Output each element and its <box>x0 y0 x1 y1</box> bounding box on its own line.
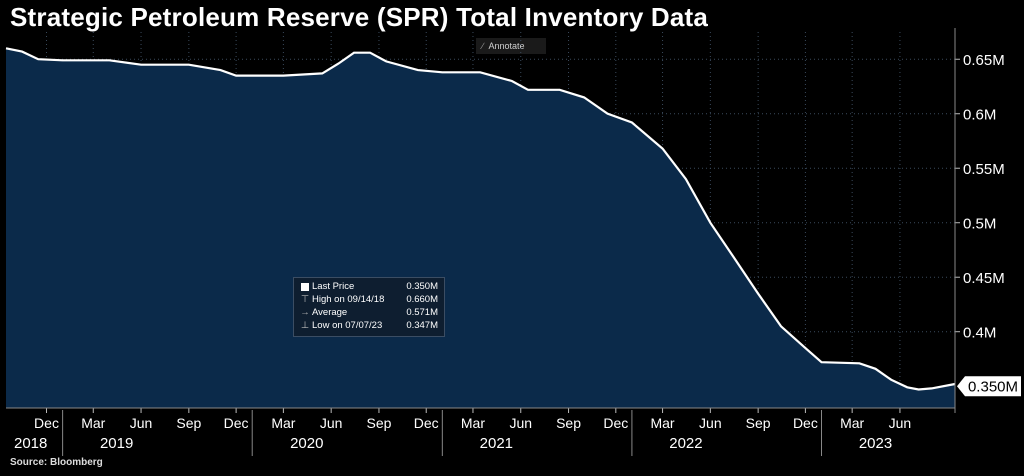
legend-value: 0.571M <box>406 307 438 318</box>
x-month-label: Jun <box>699 415 722 431</box>
x-year-label: 2023 <box>859 435 892 452</box>
legend-value: 0.350M <box>406 281 438 292</box>
x-month-label: Mar <box>271 415 295 431</box>
y-axis: 0.4M 0.45M 0.5M 0.55M 0.6M 0.65M <box>954 28 1005 413</box>
legend-row-high: ⊤ High on 09/14/18 0.660M <box>294 294 444 306</box>
annotate-label: Annotate <box>488 41 525 51</box>
x-month-label: Dec <box>414 415 439 431</box>
last-value-badge <box>957 376 1021 397</box>
legend-row-low: ⊥ Low on 07/07/23 0.347M <box>294 320 444 332</box>
average-marker-icon: → <box>300 307 310 318</box>
y-tick-label: 0.6M <box>963 107 996 124</box>
y-tick-label: 0.65M <box>963 52 1005 69</box>
legend-label: High on 09/14/18 <box>312 294 385 305</box>
x-axis: Dec Mar Jun Sep Dec Mar Jun Sep Dec Mar Jun Sep Dec M… <box>6 407 955 456</box>
y-tick-label: 0.4M <box>963 325 996 342</box>
x-year-label: 2018 <box>14 435 47 452</box>
x-month-label: Dec <box>793 415 818 431</box>
x-month-label: Mar <box>840 415 864 431</box>
inventory-line <box>5 47 956 391</box>
legend-label: Average <box>312 307 348 318</box>
x-month-label: Sep <box>746 415 771 431</box>
y-tick-label: 0.5M <box>963 216 996 233</box>
legend-value: 0.660M <box>406 294 438 305</box>
x-month-label: Jun <box>130 415 153 431</box>
x-month-label: Dec <box>603 415 628 431</box>
x-month-label: Dec <box>34 415 59 431</box>
inventory-area <box>6 48 955 409</box>
x-month-label: Sep <box>366 415 391 431</box>
x-month-label: Dec <box>224 415 249 431</box>
source-note: Source: Bloomberg <box>10 457 103 468</box>
legend-value: 0.347M <box>406 320 438 331</box>
x-month-label: Jun <box>320 415 343 431</box>
x-month-label: Jun <box>889 415 912 431</box>
legend-label: Low on 07/07/23 <box>312 320 383 331</box>
x-month-label: Sep <box>176 415 201 431</box>
x-year-label: 2019 <box>100 435 133 452</box>
page-title: Strategic Petroleum Reserve (SPR) Total … <box>10 2 709 32</box>
x-year-label: 2022 <box>669 435 702 452</box>
square-icon <box>300 281 310 295</box>
x-month-label: Mar <box>461 415 485 431</box>
last-value-tag: 0.350M <box>957 376 1021 397</box>
x-year-label: 2020 <box>290 435 323 452</box>
pencil-icon: ∕ <box>482 41 484 51</box>
legend-row-average: → Average 0.571M <box>294 307 444 319</box>
x-month-label: Jun <box>509 415 532 431</box>
legend-row-last-price: Last Price 0.350M <box>294 281 444 293</box>
x-month-label: Mar <box>650 415 674 431</box>
y-tick-label: 0.55M <box>963 161 1005 178</box>
high-marker-icon: ⊤ <box>300 294 310 305</box>
x-month-label: Sep <box>556 415 581 431</box>
last-value-label: 0.350M <box>968 379 1018 396</box>
x-month-label: Mar <box>81 415 105 431</box>
x-year-label: 2021 <box>480 435 513 452</box>
annotate-button[interactable]: ∕ Annotate <box>476 38 546 54</box>
low-marker-icon: ⊥ <box>300 320 310 331</box>
chart-legend[interactable]: Last Price 0.350M ⊤ High on 09/14/18 0.6… <box>293 277 445 337</box>
legend-label: Last Price <box>312 281 355 292</box>
y-tick-label: 0.45M <box>963 270 1005 287</box>
